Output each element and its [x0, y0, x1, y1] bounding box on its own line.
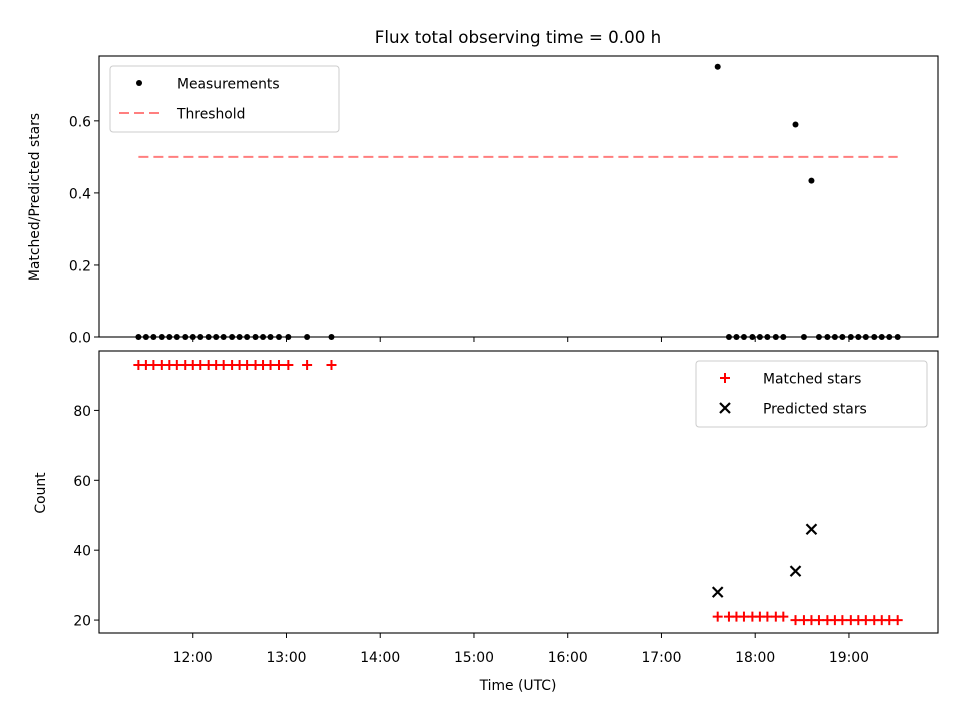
matched-star-point [790, 615, 801, 626]
matched-star-point [218, 359, 229, 370]
legend-label: Matched stars [763, 372, 861, 388]
legend-measurement-marker [136, 80, 142, 86]
matched-star-point [884, 615, 895, 626]
y-tick-label: 0.6 [69, 114, 91, 130]
measurement-point [714, 63, 721, 70]
matched-star-point [195, 359, 206, 370]
bottom-legend: Matched stars Predicted stars [695, 360, 928, 428]
axes-frame [98, 55, 939, 338]
y-tick-label: 80 [73, 404, 91, 420]
x-tick-label: 15:00 [454, 650, 494, 666]
top-panel: 0.0 0.2 0.4 0.6 Matched/Predicted stars Mea… [27, 55, 939, 347]
legend-label: Threshold [176, 107, 245, 123]
top-legend: Measurements Threshold [109, 65, 340, 133]
x-tick-label: 19:00 [829, 650, 869, 666]
legend-matched-marker [720, 373, 730, 383]
x-tick-label: 17:00 [641, 650, 681, 666]
predicted-star-point [711, 586, 724, 598]
legend-label: Predicted stars [763, 402, 867, 418]
matched-star-point [712, 611, 723, 622]
measurement-point [792, 121, 799, 128]
y-tick-label: 0.0 [69, 331, 91, 347]
y-tick-label: 40 [73, 544, 91, 560]
matched-star-point [283, 359, 294, 370]
legend-box [695, 360, 928, 428]
x-tick-label: 14:00 [360, 650, 400, 666]
matched-star-point [738, 611, 749, 622]
matched-star-point [171, 359, 182, 370]
matched-star-point [265, 359, 276, 370]
predicted-star-point [789, 565, 802, 577]
legend-label: Measurements [177, 77, 280, 93]
measurement-point [808, 177, 815, 184]
matched-star-point [273, 359, 284, 370]
x-tick-label: 18:00 [735, 650, 775, 666]
top-y-axis-label: Matched/Predicted stars [27, 113, 43, 281]
bottom-panel: 20 40 60 80 12:00 13:00 14:00 15:00 16:00 17:00 18… [33, 350, 939, 694]
matched-star-point [813, 615, 824, 626]
y-tick-label: 0.4 [69, 186, 91, 202]
predicted-star-point [805, 523, 818, 535]
x-tick-label: 13:00 [266, 650, 306, 666]
y-tick-label: 60 [73, 474, 91, 490]
x-axis-label: Time (UTC) [479, 678, 557, 694]
matched-star-point [302, 359, 313, 370]
bottom-plot-area: 20 40 60 80 12:00 13:00 14:00 15:00 16:00 17:00 18… [73, 350, 939, 666]
matched-star-point [837, 615, 848, 626]
matched-star-point [762, 611, 773, 622]
matched-star-point [326, 359, 337, 370]
x-tick-label: 12:00 [173, 650, 213, 666]
chart-title: Flux total observing time = 0.00 h [375, 27, 661, 47]
matched-star-point [860, 615, 871, 626]
legend-box [109, 65, 340, 133]
matched-star-point [778, 611, 789, 622]
x-tick-label: 16:00 [548, 650, 588, 666]
top-plot-area: 0.0 0.2 0.4 0.6 [69, 55, 939, 347]
matched-star-point [892, 615, 903, 626]
matched-star-point [148, 359, 159, 370]
axes-frame [98, 350, 939, 634]
matched-star-point [242, 359, 253, 370]
bottom-y-axis-label: Count [33, 472, 49, 514]
legend-predicted-marker [719, 402, 731, 414]
y-tick-label: 0.2 [69, 258, 91, 274]
y-tick-label: 20 [73, 614, 91, 630]
